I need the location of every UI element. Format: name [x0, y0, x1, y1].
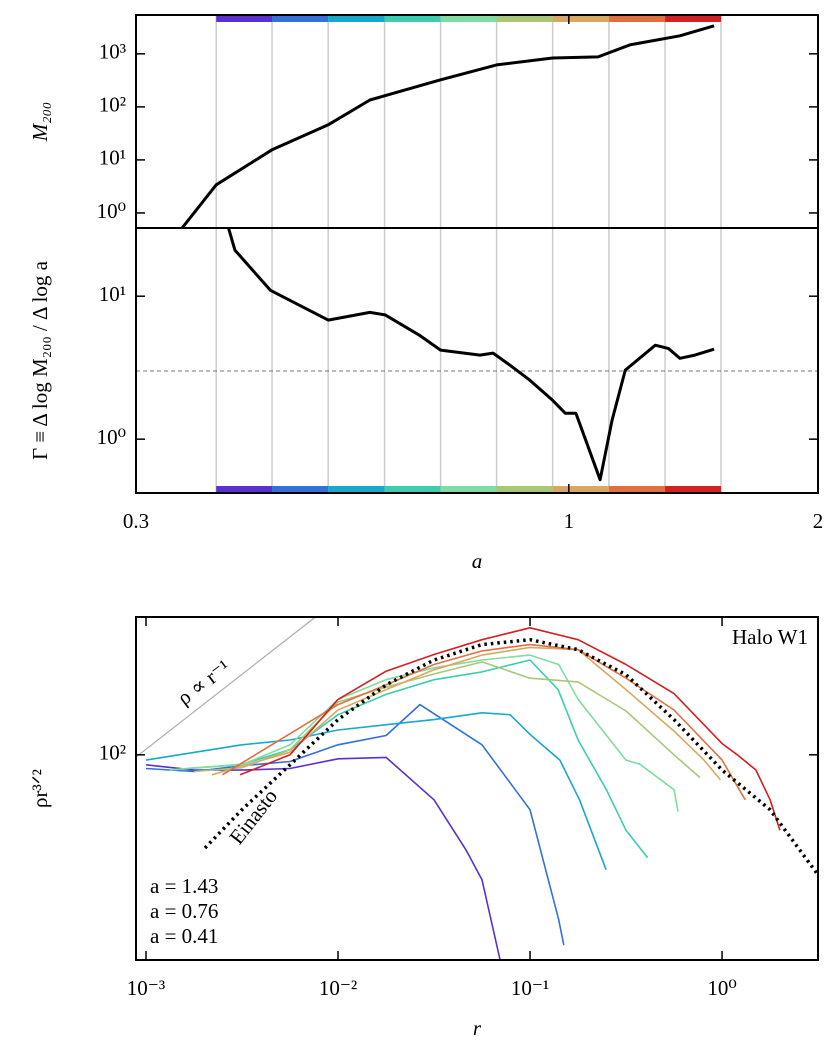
y-axis-label: ρr³ᐟ²	[28, 769, 52, 808]
bin-band	[496, 15, 553, 22]
x-tick-label: 10⁻²	[319, 976, 357, 1000]
axes-frame	[135, 616, 819, 961]
x-axis-label: a	[472, 549, 483, 573]
axes-frame	[135, 227, 819, 494]
bin-band	[552, 15, 609, 22]
bin-band	[440, 486, 497, 493]
bin-band	[216, 15, 273, 22]
data-line	[211, 646, 722, 781]
plot-area	[136, 228, 818, 493]
bin-band	[384, 15, 441, 22]
bin-band	[665, 15, 721, 22]
data-line	[194, 661, 701, 779]
data-line	[221, 643, 746, 801]
reference-label: ρ ∝ r⁻¹	[173, 655, 235, 710]
x-axis-label: r	[473, 1016, 482, 1040]
fit-label: Einasto	[224, 784, 282, 848]
fit-line	[203, 637, 818, 876]
reference-line	[136, 617, 317, 758]
data-line	[239, 627, 781, 831]
data-line	[145, 703, 565, 946]
plot-area	[180, 15, 722, 228]
y-tick-label: 10²	[99, 93, 126, 117]
data-line	[227, 228, 715, 482]
x-tick-label: 10⁰	[707, 976, 736, 1000]
bin-band	[384, 486, 441, 493]
legend-label: a = 1.43	[150, 874, 218, 898]
bin-band	[608, 15, 666, 22]
y-tick-label: 10⁰	[97, 425, 126, 449]
legend-label: a = 0.41	[150, 924, 218, 948]
bin-band	[665, 486, 721, 493]
y-tick-label: 10³	[99, 40, 126, 64]
bin-band	[328, 15, 385, 22]
x-tick-label: 10⁻³	[127, 976, 165, 1000]
y-tick-label: 10¹	[99, 146, 126, 170]
bin-band	[552, 486, 609, 493]
legend-label: a = 0.76	[150, 899, 218, 923]
y-tick-label: 10²	[99, 741, 126, 765]
y-tick-label: 10¹	[99, 282, 126, 306]
x-tick-label: 2	[813, 509, 824, 533]
bin-band	[216, 486, 273, 493]
panel-title: Halo W1	[732, 625, 808, 649]
bin-band	[272, 486, 329, 493]
axes-frame	[135, 14, 819, 229]
x-tick-label: 10⁻¹	[511, 976, 549, 1000]
bin-band	[608, 486, 666, 493]
bin-band	[496, 486, 553, 493]
y-axis-label: M₂₀₀	[28, 102, 52, 142]
bin-band	[328, 486, 385, 493]
x-tick-label: 0.3	[123, 509, 149, 533]
y-axis-label: Γ ≡ Δ log M₂₀₀ / Δ log a	[28, 260, 52, 460]
data-line	[180, 24, 715, 228]
x-tick-label: 1	[564, 509, 575, 533]
bin-band	[272, 15, 329, 22]
data-line	[145, 712, 607, 870]
data-line	[169, 654, 679, 812]
y-tick-label: 10⁰	[97, 199, 126, 223]
bin-band	[440, 15, 497, 22]
plot-area	[136, 617, 818, 960]
